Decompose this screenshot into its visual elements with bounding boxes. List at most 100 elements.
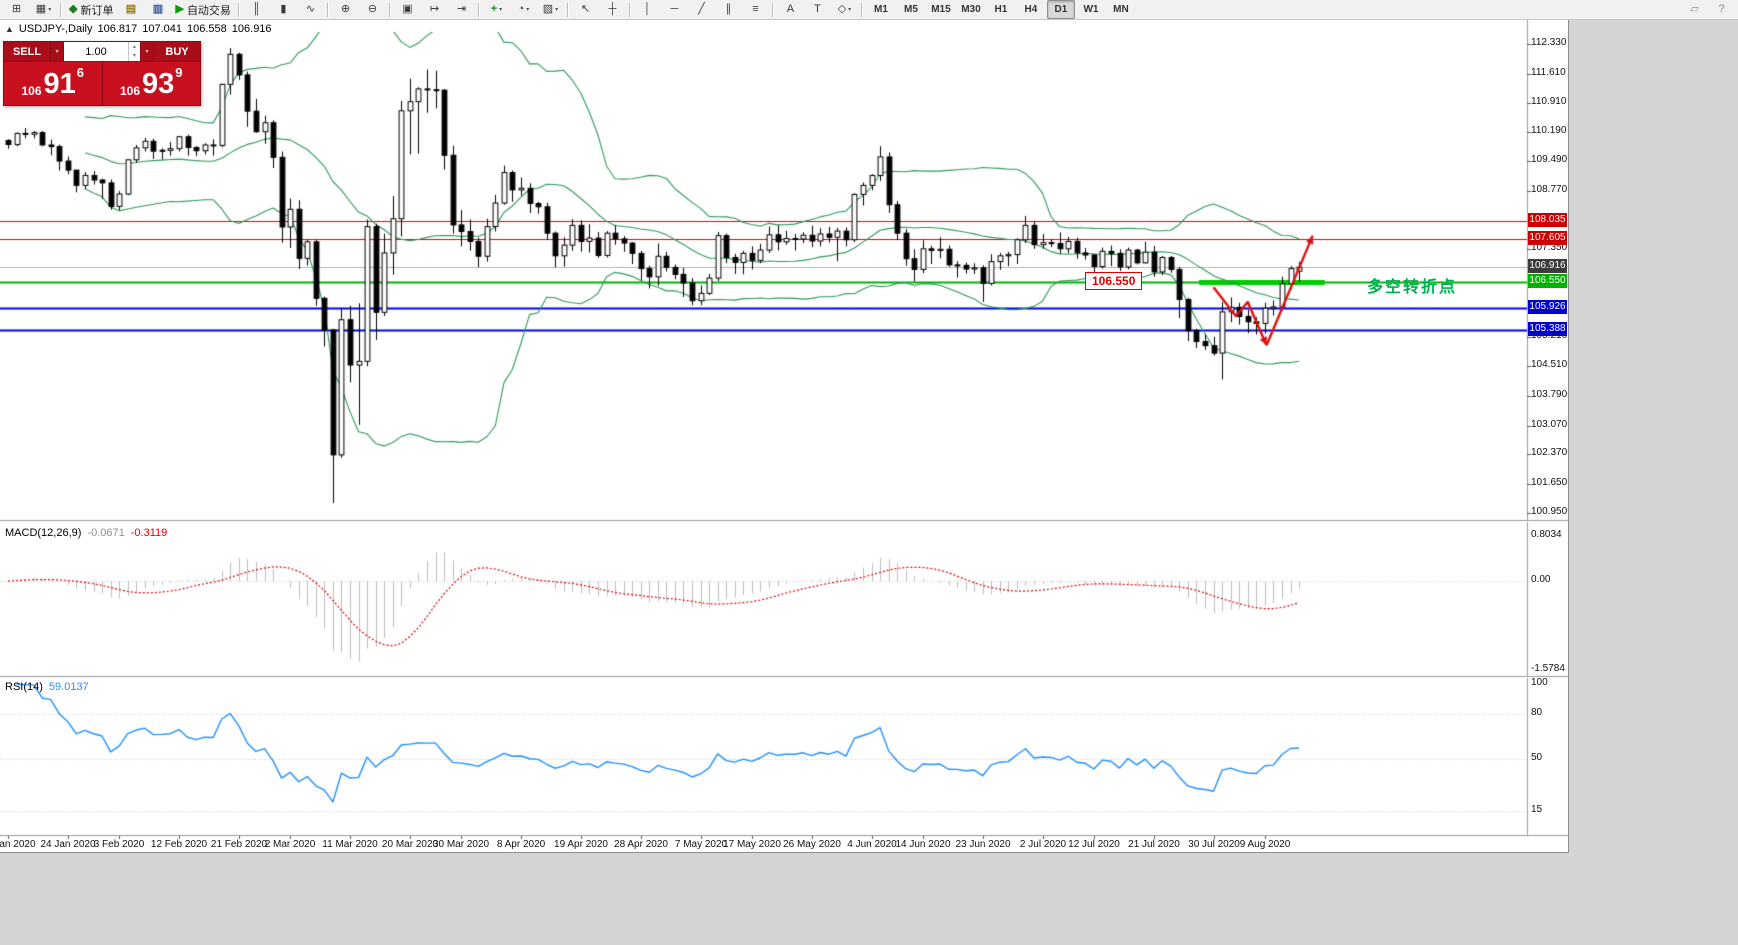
zoom-in-icon: ⊕	[340, 3, 351, 15]
toolbar-button-line-chart[interactable]: ∿	[298, 0, 323, 19]
toolbar-button-profiles[interactable]: ▦ ▾	[31, 0, 56, 19]
timeframe-button-m1[interactable]: M1	[873, 4, 888, 15]
toolbar-button-text-label[interactable]: T	[805, 0, 830, 19]
price-axis-label: 100.950	[1531, 506, 1568, 517]
toolbar-button-periods[interactable]: ◔ ▾	[511, 0, 536, 19]
sell-big-figure: 106	[21, 84, 42, 98]
rsi-name: RSI(14)	[5, 681, 43, 693]
toolbar-button-crosshair[interactable]: ┼	[600, 0, 625, 19]
rsi-scale-label: 50	[1531, 752, 1543, 763]
line-chart-icon: ∿	[305, 3, 316, 15]
volume-stepper-up-icon[interactable]: ▲	[132, 43, 137, 50]
one-click-panel-collapse-icon[interactable]: ▲	[5, 24, 14, 34]
price-chart-canvas[interactable]	[0, 20, 1568, 852]
toolbar-button-new-chart[interactable]: ⊞	[4, 0, 29, 19]
candlestick-chart-icon: ▮	[280, 3, 287, 15]
new-order-icon: ◆	[69, 3, 78, 15]
volume-stepper[interactable]: ▲ ▼	[128, 42, 140, 61]
sell-button[interactable]: SELL	[4, 42, 50, 61]
templates-caret-icon: ▾	[555, 7, 559, 13]
toolbar-button-new-order[interactable]: ◆ 新订单	[66, 0, 116, 19]
buy-options-caret-icon[interactable]: ▾	[140, 42, 154, 61]
buy-button[interactable]: BUY	[154, 42, 200, 61]
trade-panel-divider	[101, 62, 103, 105]
timeframe-button-mn[interactable]: MN	[1113, 4, 1129, 15]
rsi-scale-label: 15	[1531, 804, 1543, 815]
toolbar-separator	[388, 2, 391, 17]
price-axis-label: 109.490	[1531, 154, 1568, 165]
volume-value[interactable]: 1.00	[85, 45, 107, 58]
timeframe-button-m5[interactable]: M5	[903, 4, 918, 15]
price-axis-label: 103.790	[1531, 389, 1568, 400]
date-axis-label: 15 Jan 2020	[0, 839, 36, 850]
navigator-icon: ▥	[152, 3, 164, 15]
toolbar-button-tile-windows[interactable]: ▣	[395, 0, 420, 19]
toolbar-separator	[477, 2, 480, 17]
timeframe-button-h4[interactable]: H4	[1024, 4, 1038, 15]
toolbar-button-help[interactable]: ?	[1709, 0, 1734, 19]
toolbar-button-market-watch[interactable]: ▤	[118, 0, 143, 19]
auto-trading-label: 自动交易	[186, 4, 231, 17]
toolbar-separator	[566, 2, 569, 17]
toolbar-separator	[860, 2, 863, 17]
toolbar-button-window-cascade[interactable]: ▱	[1682, 0, 1707, 19]
toolbar-button-text[interactable]: A	[778, 0, 803, 19]
horizontal-line-icon: ─	[670, 3, 679, 15]
toolbar-button-auto-scroll[interactable]: ↦	[422, 0, 447, 19]
toolbar-button-horizontal-line[interactable]: ─	[662, 0, 687, 19]
sell-options-caret-icon[interactable]: ▾	[50, 42, 64, 61]
text-label-icon: T	[814, 3, 821, 15]
price-axis-line-label: 105.388	[1528, 322, 1567, 336]
ohlc-high: 107.041	[142, 23, 183, 35]
sell-price-display[interactable]: 106 91 6	[4, 62, 102, 105]
profiles-icon: ▦	[35, 3, 47, 15]
buy-price-display[interactable]: 106 93 9	[103, 62, 201, 105]
sell-pipette: 6	[76, 65, 85, 80]
timeframe-button-m30[interactable]: M30	[961, 4, 981, 15]
main-toolbar: ⊞ ▦ ▾ ◆ 新订单 ▤ ▥ ▶ 自动交易 ║ ▮ ∿ ⊕ ⊖ ▣ ↦ ⇥ + ▾ ◔ ▾ ▧ ▾ ↖ ┼ │ ─ ╱ ∥ ≡ A T ◇ ▾ M…	[0, 0, 1738, 20]
toolbar-button-bar-chart[interactable]: ║	[244, 0, 269, 19]
chart-window-usdjpy-daily[interactable]: ▲ USDJPY-,Daily 106.817 107.041 106.558 106.9…	[0, 20, 1569, 853]
timeframe-button-d1[interactable]: D1	[1046, 0, 1075, 19]
toolbar-button-arrows[interactable]: ◇ ▾	[832, 0, 857, 19]
bull-bear-turning-point-annotation[interactable]: 多空转折点	[1367, 279, 1458, 296]
macd-name: MACD(12,26,9)	[5, 527, 82, 539]
date-axis-label: 28 Apr 2020	[614, 839, 668, 850]
timeframe-button-m15[interactable]: M15	[931, 4, 951, 15]
timeframe-button-w1[interactable]: W1	[1083, 4, 1099, 15]
toolbar-button-vertical-line[interactable]: │	[635, 0, 660, 19]
toolbar-separator	[628, 2, 631, 17]
indicators-list-caret-icon: ▾	[499, 7, 503, 13]
toolbar-button-zoom-out[interactable]: ⊖	[360, 0, 385, 19]
rsi-scale-label: 100	[1531, 677, 1548, 688]
buy-pips: 93	[142, 67, 175, 100]
timeframe-button-h1[interactable]: H1	[994, 4, 1008, 15]
price-callout-106550[interactable]: 106.550	[1085, 272, 1143, 290]
toolbar-button-trendline[interactable]: ╱	[689, 0, 714, 19]
date-axis-label: 2 Jul 2020	[1019, 839, 1067, 850]
toolbar-button-zoom-in[interactable]: ⊕	[333, 0, 358, 19]
toolbar-button-indicators-list[interactable]: + ▾	[484, 0, 509, 19]
toolbar-button-templates[interactable]: ▧ ▾	[538, 0, 563, 19]
auto-scroll-icon: ↦	[429, 3, 440, 15]
toolbar-button-navigator[interactable]: ▥	[145, 0, 170, 19]
toolbar-button-auto-trading[interactable]: ▶ 自动交易	[172, 0, 233, 19]
toolbar-button-chart-shift[interactable]: ⇥	[449, 0, 474, 19]
toolbar-button-fibonacci-retracement[interactable]: ≡	[743, 0, 768, 19]
ohlc-low: 106.558	[187, 23, 227, 35]
price-axis-label: 104.510	[1531, 359, 1568, 370]
trade-panel-prices: 106 91 6 106 93 9	[4, 62, 200, 105]
buy-pipette: 9	[175, 65, 183, 80]
chart-shift-icon: ⇥	[456, 3, 467, 15]
toolbar-button-candlestick-chart[interactable]: ▮	[271, 0, 296, 19]
crosshair-icon: ┼	[608, 3, 617, 15]
volume-stepper-down-icon[interactable]: ▼	[132, 53, 137, 60]
sell-pips: 91	[43, 67, 76, 100]
volume-field[interactable]: 1.00 ▲ ▼	[64, 42, 140, 61]
toolbar-button-cursor[interactable]: ↖	[573, 0, 598, 19]
toolbar-separator	[237, 2, 240, 17]
indicators-list-icon: +	[490, 3, 498, 15]
toolbar-button-equidistant-channel[interactable]: ∥	[716, 0, 741, 19]
price-axis-label: 108.770	[1531, 184, 1568, 195]
rsi-indicator-label: RSI(14) 59.0137	[5, 681, 89, 693]
